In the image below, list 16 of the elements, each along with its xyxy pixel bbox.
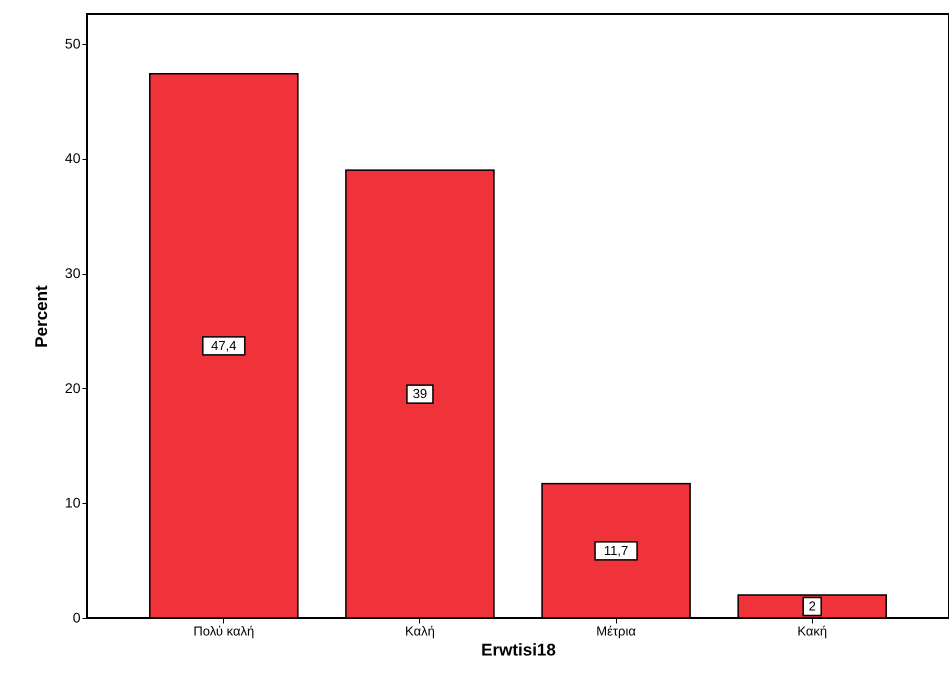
y-axis-title: Percent — [32, 284, 51, 348]
data-label: 11,7 — [604, 542, 628, 558]
y-tick-label: 10 — [64, 494, 81, 511]
x-tick-label: Καλή — [405, 624, 435, 638]
y-tick-label: 40 — [64, 150, 81, 166]
data-label: 2 — [808, 598, 816, 614]
y-tick-label: 0 — [72, 610, 81, 626]
x-axis-title: Erwtisi18 — [481, 640, 556, 660]
data-label: 47,4 — [211, 338, 236, 353]
data-label: 39 — [412, 386, 428, 402]
y-tick-label: 30 — [64, 265, 81, 282]
x-tick-label: Πολύ καλή — [193, 624, 254, 638]
y-tick-label: 20 — [64, 380, 81, 396]
y-tick-label: 50 — [64, 35, 81, 52]
x-tick-label: Μέτρια — [596, 624, 636, 638]
x-tick-label: Κακή — [797, 624, 828, 638]
